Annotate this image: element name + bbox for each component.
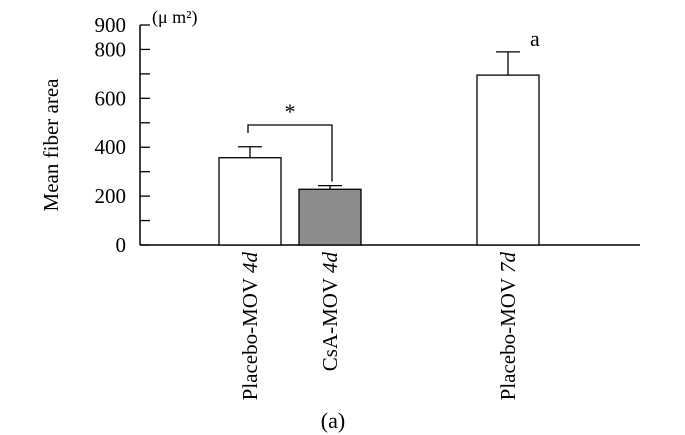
bar bbox=[476, 74, 540, 246]
bars bbox=[218, 51, 540, 246]
y-tick-label: 200 bbox=[95, 184, 127, 208]
y-tick-label: 600 bbox=[95, 86, 127, 110]
annotations: *a bbox=[247, 26, 540, 182]
y-tick-label: 900 bbox=[95, 13, 127, 37]
y-tick-label: 400 bbox=[95, 135, 127, 159]
bar bbox=[298, 188, 362, 246]
bar-annotation: a bbox=[530, 26, 540, 51]
category-label: Placebo-MOV 7d bbox=[496, 252, 520, 401]
bar bbox=[218, 157, 282, 246]
panel-label: (a) bbox=[321, 408, 345, 433]
significance-bracket bbox=[247, 124, 333, 182]
significance-marker: * bbox=[285, 99, 296, 124]
y-tick-label: 800 bbox=[95, 37, 127, 61]
unit-label: (μ m²) bbox=[152, 7, 198, 28]
y-axis-title: Mean fiber area bbox=[39, 78, 63, 212]
y-tick-label: 0 bbox=[116, 233, 127, 257]
category-labels: Placebo-MOV 4d CsA-MOV 4d Placebo-MOV 7d bbox=[238, 252, 520, 401]
category-label: Placebo-MOV 4d bbox=[238, 252, 262, 401]
category-label: CsA-MOV 4d bbox=[318, 252, 342, 372]
